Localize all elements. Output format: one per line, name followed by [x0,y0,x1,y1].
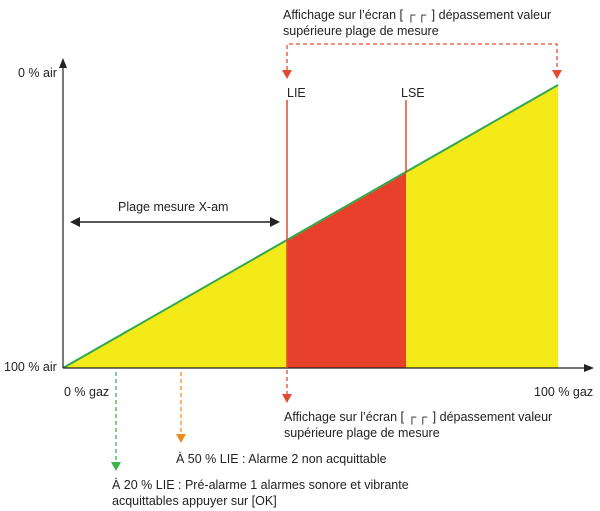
underrange-display-glyph: ┌┌ [407,410,430,424]
x-axis-left-label: 0 % gaz [64,385,110,399]
overrange-text-suffix: ] dépassement valeur [431,8,552,22]
alarm1-label-line1: À 20 % LIE : Pré-alarme 1 alarmes sonore… [112,478,409,492]
range-arrow-left-head [70,217,80,227]
overrange-arrowhead-right [552,70,562,79]
y-axis-arrowhead [59,58,67,68]
overrange-text-prefix: Affichage sur l’écran [ [283,8,403,22]
alarm2-arrowhead [176,434,186,443]
y-axis-top-label: 0 % air [18,66,57,80]
underrange-label-line2: supérieure plage de mesure [284,426,440,440]
overrange-display-glyph: ┌┌ [406,8,429,22]
overrange-label: Affichage sur l’écran [ ┌┌ ] dépassement… [283,8,551,23]
overrange-label-line2: supérieure plage de mesure [283,24,439,38]
red-zone-lie-lse [287,173,406,368]
range-label: Plage mesure X-am [118,200,229,214]
concentration-line [62,84,559,369]
alarm1-arrowhead [111,462,121,471]
overrange-arrowhead-left [282,70,292,79]
alarm2-label: À 50 % LIE : Alarme 2 non acquittable [176,452,387,466]
overrange-dashed-bracket [286,43,558,70]
underrange-text-prefix: Affichage sur l’écran [ [284,410,404,424]
y-axis-bottom-label: 100 % air [4,360,57,374]
lie-label: LIE [287,86,306,100]
underrange-text-suffix: ] dépassement valeur [432,410,553,424]
range-arrow-right-head [270,217,280,227]
underrange-label: Affichage sur l’écran [ ┌┌ ] dépassement… [284,410,552,425]
lie-down-arrowhead [282,394,292,403]
x-axis-arrowhead [584,364,594,372]
x-axis-right-label: 100 % gaz [534,385,594,399]
alarm1-label-line2: acquittables appuyer sur [OK] [112,494,277,508]
lse-label: LSE [401,86,425,100]
